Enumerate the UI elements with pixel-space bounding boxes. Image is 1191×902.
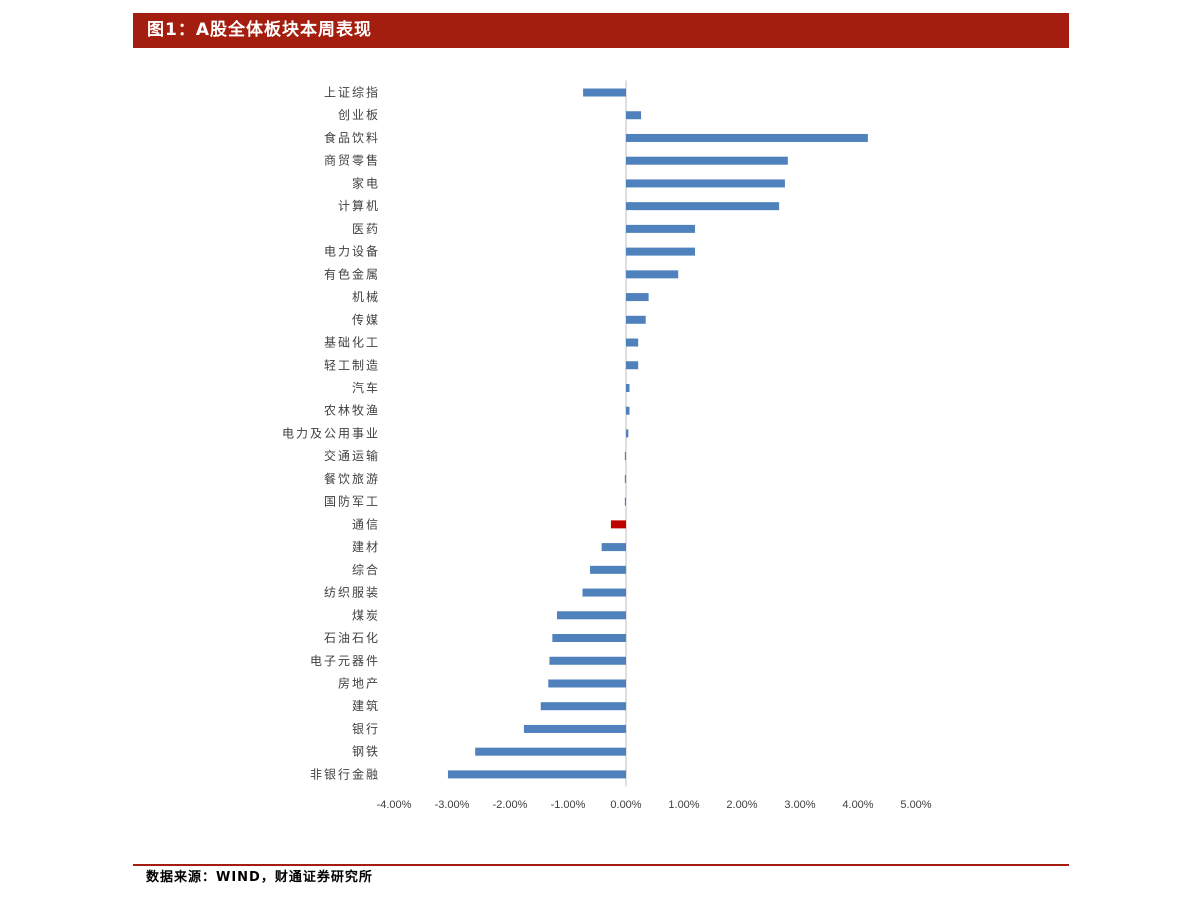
bar-13 (626, 383, 630, 392)
bar-16 (624, 452, 626, 461)
category-label: 电力及公用事业 (282, 426, 380, 440)
bar-2 (626, 133, 868, 142)
bar-22 (582, 588, 626, 597)
category-label: 建材 (352, 540, 380, 554)
category-label: 机械 (352, 289, 380, 304)
bar-21 (590, 565, 626, 574)
category-label: 汽车 (352, 380, 380, 395)
bar-10 (626, 315, 646, 324)
x-tick-label: 4.00% (842, 799, 873, 811)
bar-14 (626, 406, 630, 415)
bar-20 (601, 543, 626, 552)
bar-11 (626, 338, 639, 347)
bar-28 (523, 724, 626, 733)
bar-4 (626, 179, 785, 188)
x-tick-label: 5.00% (900, 799, 931, 811)
category-label: 交通运输 (324, 448, 380, 463)
x-tick-label: 3.00% (784, 799, 815, 811)
category-label: 传媒 (352, 312, 380, 327)
bar-25 (549, 656, 626, 665)
bar-24 (552, 634, 626, 643)
category-label: 国防军工 (324, 494, 380, 509)
header-bar: 图1：A股全体板块本周表现 (133, 13, 1069, 48)
category-label: 石油石化 (324, 631, 380, 645)
category-label: 综合 (352, 562, 380, 577)
x-tick-label: 1.00% (668, 799, 699, 811)
category-label: 医药 (352, 222, 380, 236)
bar-17 (624, 474, 626, 483)
bar-27 (540, 702, 626, 711)
bar-19 (610, 520, 626, 529)
bar-26 (548, 679, 626, 688)
footer-divider (133, 864, 1069, 866)
data-source-note: 数据来源：WIND，财通证券研究所 (146, 870, 373, 885)
bar-7 (626, 247, 696, 256)
figure-title: 图1：A股全体板块本周表现 (147, 20, 372, 40)
category-label: 有色金属 (324, 266, 380, 281)
x-tick-label: 2.00% (726, 799, 757, 811)
category-label: 餐饮旅游 (324, 471, 380, 486)
bar-8 (626, 270, 679, 279)
bar-29 (475, 747, 626, 756)
category-label: 非银行金融 (310, 766, 380, 781)
category-label: 创业板 (338, 108, 380, 122)
category-label: 计算机 (338, 198, 380, 213)
category-label: 商贸零售 (324, 153, 380, 168)
category-label: 纺织服装 (324, 586, 380, 600)
x-tick-label: -2.00% (493, 799, 528, 811)
category-label: 房地产 (338, 675, 380, 690)
x-tick-label: -1.00% (551, 799, 586, 811)
category-label: 基础化工 (324, 336, 380, 350)
category-label: 电力设备 (324, 245, 380, 259)
category-label: 电子元器件 (310, 654, 380, 668)
bar-0 (583, 88, 626, 97)
category-label: 建筑 (352, 698, 380, 713)
category-label: 轻工制造 (324, 358, 380, 372)
bar-6 (626, 224, 696, 233)
category-label: 农林牧渔 (324, 404, 380, 418)
x-tick-label: -4.00% (377, 799, 412, 811)
category-label: 家电 (352, 175, 380, 190)
category-label: 食品饮料 (324, 130, 380, 145)
bar-23 (556, 611, 626, 620)
bar-15 (626, 429, 629, 438)
bar-1 (626, 111, 642, 120)
category-label: 通信 (352, 517, 380, 531)
bar-12 (626, 361, 639, 370)
x-tick-label: -3.00% (435, 799, 470, 811)
bar-30 (447, 770, 626, 779)
bar-9 (626, 293, 649, 302)
category-label: 钢铁 (352, 745, 380, 759)
category-label: 煤炭 (352, 608, 380, 622)
bar-5 (626, 202, 780, 211)
category-label: 银行 (352, 722, 380, 736)
bar-3 (626, 156, 788, 165)
bar-18 (624, 497, 626, 506)
category-label: 上证综指 (324, 85, 380, 100)
x-tick-label: 0.00% (610, 799, 641, 811)
